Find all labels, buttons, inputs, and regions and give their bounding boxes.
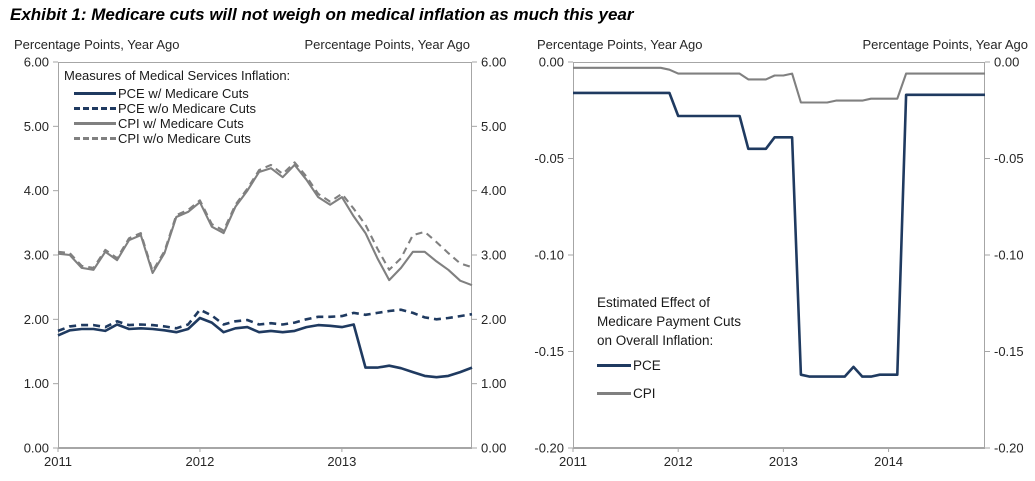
x-axis-tick-label: 2013 <box>769 454 798 469</box>
y-axis-tick-label: 6.00 <box>481 55 506 70</box>
legend-label: CPI <box>633 386 656 401</box>
pce-dashed-line-swatch <box>74 107 116 110</box>
y-axis-tick-label: 0.00 <box>481 441 506 456</box>
y-axis-tick-label: 2.00 <box>24 312 49 327</box>
y-axis-tick-label: 5.00 <box>481 119 506 134</box>
legend-label: CPI w/ Medicare Cuts <box>118 116 244 131</box>
y-axis-tick-label: -0.05 <box>994 151 1024 166</box>
y-axis-tick-label: -0.20 <box>534 441 564 456</box>
right-chart-left-axis-caption: Percentage Points, Year Ago <box>537 37 703 52</box>
y-axis-tick-label: -0.10 <box>994 248 1024 263</box>
y-axis-tick-label: 0.00 <box>539 55 564 70</box>
series-line-PCE-w-o-Medicare-Cuts <box>57 308 473 333</box>
y-axis-tick-label: 4.00 <box>24 183 49 198</box>
y-axis-tick-label: -0.15 <box>534 344 564 359</box>
right-chart-right-axis-caption: Percentage Points, Year Ago <box>862 37 1028 52</box>
series-line-PCE-w-Medicare-Cuts <box>57 316 473 379</box>
chart-right: 0.00 0.00 -0.05 -0.05 -0.10 -0.10 -0.15 -0.15 -0… <box>534 55 1023 470</box>
y-axis-tick-label: 3.00 <box>24 248 49 263</box>
right-legend-title-line: on Overall Inflation: <box>597 333 714 348</box>
legend-item-cpi-effect: CPI <box>597 381 741 406</box>
legend-item-pce-without: PCE w/o Medicare Cuts <box>74 101 290 116</box>
legend-label: PCE w/ Medicare Cuts <box>118 86 249 101</box>
x-axis-tick-label: 2011 <box>44 454 72 469</box>
right-chart-legend: Estimated Effect of Medicare Payment Cut… <box>597 293 741 406</box>
y-axis-tick-label: -0.20 <box>994 441 1024 456</box>
left-chart-legend: Measures of Medical Services Inflation: … <box>64 68 290 146</box>
y-axis-tick-label: 0.00 <box>24 441 49 456</box>
legend-item-pce-with: PCE w/ Medicare Cuts <box>74 86 290 101</box>
left-chart-left-axis-caption: Percentage Points, Year Ago <box>14 37 180 52</box>
legend-label: PCE w/o Medicare Cuts <box>118 101 256 116</box>
series-line-CPI-w-Medicare-Cuts <box>57 163 473 287</box>
y-axis-tick-label: -0.05 <box>534 151 564 166</box>
y-axis-tick-label: 3.00 <box>481 248 506 263</box>
series-line-CPI <box>573 66 985 104</box>
legend-item-pce-effect: PCE <box>597 353 741 378</box>
pce-solid-line-swatch <box>74 92 116 95</box>
y-axis-tick-label: 1.00 <box>481 376 506 391</box>
cpi-solid-line-swatch <box>597 392 631 395</box>
x-axis-tick-label: 2011 <box>559 454 587 469</box>
legend-item-cpi-without: CPI w/o Medicare Cuts <box>74 131 290 146</box>
x-axis-tick-label: 2014 <box>874 454 903 469</box>
y-axis-tick-label: -0.15 <box>994 344 1024 359</box>
cpi-dashed-line-swatch <box>74 137 116 140</box>
right-legend-title-line: Medicare Payment Cuts <box>597 314 742 329</box>
y-axis-tick-label: 4.00 <box>481 183 506 198</box>
y-axis-tick-label: -0.10 <box>534 248 564 263</box>
cpi-solid-line-swatch <box>74 122 116 125</box>
x-axis-tick-label: 2013 <box>327 454 356 469</box>
series-line-PCE <box>573 91 985 378</box>
y-axis-tick-label: 2.00 <box>481 312 506 327</box>
legend-label: PCE <box>633 358 661 373</box>
y-axis-tick-label: 0.00 <box>994 55 1019 70</box>
chart-left: 6.00 6.00 5.00 5.00 4.00 4.00 3.00 3.00 2.00 2.00… <box>24 55 507 470</box>
y-axis-tick-label: 6.00 <box>24 55 49 70</box>
exhibit-title: Exhibit 1: Medicare cuts will not weigh … <box>10 5 634 24</box>
y-axis-tick-label: 5.00 <box>24 119 49 134</box>
legend-label: CPI w/o Medicare Cuts <box>118 131 251 146</box>
x-axis-tick-label: 2012 <box>185 454 214 469</box>
left-chart-right-axis-caption: Percentage Points, Year Ago <box>304 37 470 52</box>
left-legend-title: Measures of Medical Services Inflation: <box>64 68 291 83</box>
x-axis-tick-label: 2012 <box>664 454 693 469</box>
pce-solid-line-swatch <box>597 364 631 367</box>
right-legend-title-line: Estimated Effect of <box>597 295 711 310</box>
legend-item-cpi-with: CPI w/ Medicare Cuts <box>74 116 290 131</box>
y-axis-tick-label: 1.00 <box>24 376 49 391</box>
